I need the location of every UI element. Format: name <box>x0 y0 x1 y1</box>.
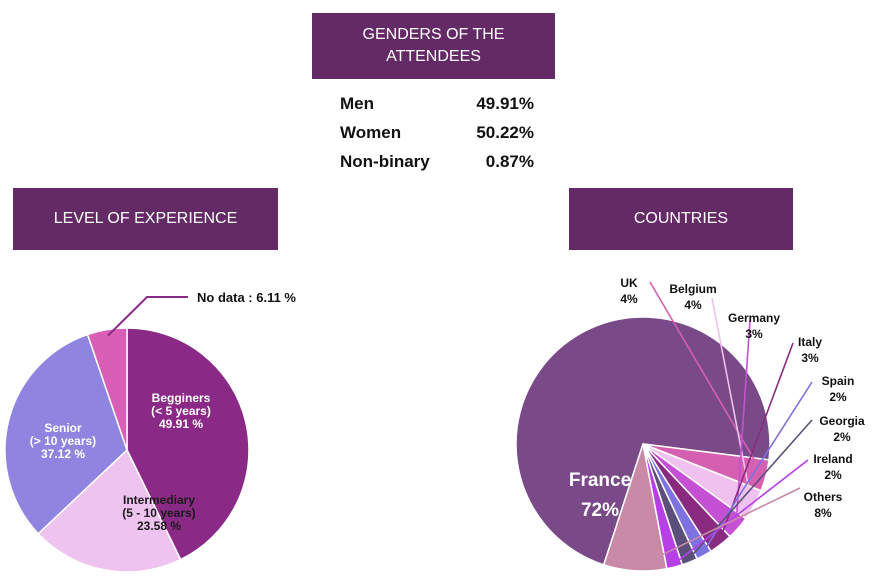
countries-label-italy: Italy 3% <box>798 335 822 365</box>
gender-label-women: Women <box>340 123 402 142</box>
countries-label-ireland: Ireland 2% <box>813 452 852 482</box>
countries-label-spain: Spain 2% <box>822 374 855 404</box>
experience-slice-intermediary <box>37 448 182 573</box>
countries-label-others: Others 8% <box>804 490 843 520</box>
countries-label-belgium: Belgium 4% <box>669 282 716 312</box>
countries-label-germany: Germany 3% <box>728 311 780 341</box>
countries-slice-others <box>602 443 668 572</box>
experience-label-begginers: Begginers (< 5 years) 49.91 % <box>151 391 211 431</box>
countries-title: COUNTRIES <box>633 210 729 227</box>
countries-leader-ireland <box>673 459 809 565</box>
genders-title: GENDERS OF THE ATTENDEES <box>362 26 505 65</box>
experience-slice-begginers <box>126 327 250 561</box>
experience-label-senior: Senior (> 10 years) 37.12 % <box>30 421 96 461</box>
gender-value-nonbinary: 0.87% <box>485 152 534 171</box>
countries-banner: COUNTRIES <box>569 188 793 250</box>
countries-leader-uk <box>649 281 764 476</box>
countries-leader-others <box>634 487 801 569</box>
experience-title: LEVEL OF EXPERIENCE <box>53 210 238 227</box>
experience-leader-no-data <box>107 296 188 337</box>
countries-label-france: France 72% <box>569 470 631 521</box>
experience-slice-no-data <box>86 327 128 451</box>
countries-label-uk: UK 4% <box>620 276 638 306</box>
experience-label-no-data: No data : 6.11 % <box>197 290 296 305</box>
experience-slice-senior <box>4 333 128 535</box>
countries-label-georgia: Georgia 2% <box>819 414 865 444</box>
gender-label-nonbinary: Non-binary <box>340 152 430 171</box>
gender-label-men: Men <box>340 94 374 113</box>
countries-leader-belgium <box>711 297 753 504</box>
genders-banner: GENDERS OF THE ATTENDEES <box>312 13 555 79</box>
experience-banner: LEVEL OF EXPERIENCE <box>13 188 278 250</box>
gender-value-women: 50.22% <box>476 123 534 142</box>
experience-label-intermediary: Intermediary (5 - 10 years) 23.58 % <box>122 493 195 533</box>
countries-leader-spain <box>702 381 813 554</box>
gender-value-men: 49.91% <box>476 94 534 113</box>
